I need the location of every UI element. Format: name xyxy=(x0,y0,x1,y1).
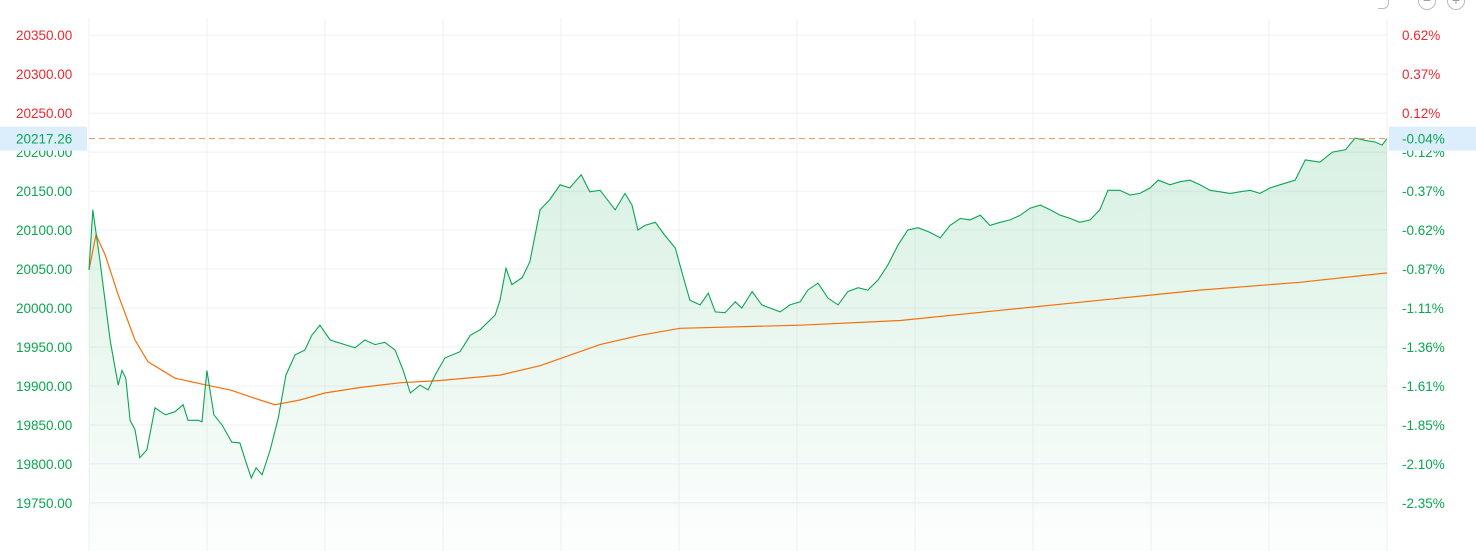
right-tick-label: -1.61% xyxy=(1402,379,1445,394)
reset-button[interactable] xyxy=(1378,0,1389,9)
left-tick-label: 20350.00 xyxy=(16,28,72,43)
left-tick-label: 20300.00 xyxy=(16,67,72,82)
current-pct-label-bg xyxy=(1389,126,1476,151)
right-percent-axis: 0.62%0.37%0.12%-0.12%-0.37%-0.62%-0.87%-… xyxy=(1402,28,1445,511)
minus-circle-icon: − xyxy=(1422,0,1432,8)
right-tick-label: -2.35% xyxy=(1402,496,1445,511)
right-tick-label: -1.11% xyxy=(1402,301,1444,316)
plus-circle-icon: + xyxy=(1451,0,1461,8)
right-tick-label: -0.37% xyxy=(1402,184,1445,199)
left-tick-label: 20050.00 xyxy=(16,262,72,277)
current-price-marker: 20217.26 -0.04% xyxy=(0,126,1476,151)
left-tick-label: 20000.00 xyxy=(16,301,72,316)
current-pct-label: -0.04% xyxy=(1402,132,1445,147)
right-tick-label: -1.36% xyxy=(1402,340,1445,355)
current-price-label-bg xyxy=(0,126,87,151)
right-tick-label: 0.62% xyxy=(1402,28,1440,43)
current-price-label: 20217.26 xyxy=(16,132,72,147)
left-tick-label: 20250.00 xyxy=(16,106,72,121)
left-tick-label: 20100.00 xyxy=(16,223,72,238)
left-tick-label: 19950.00 xyxy=(16,340,72,355)
right-tick-label: -1.85% xyxy=(1402,418,1445,433)
right-tick-label: -0.62% xyxy=(1402,223,1445,238)
right-tick-label: -2.10% xyxy=(1402,457,1445,472)
right-tick-label: 0.12% xyxy=(1402,106,1440,121)
left-tick-label: 19900.00 xyxy=(16,379,72,394)
right-tick-label: 0.37% xyxy=(1402,67,1440,82)
average-price-line xyxy=(88,232,1388,406)
left-price-axis: 20350.0020300.0020250.0020200.0020150.00… xyxy=(16,28,72,511)
left-tick-label: 19850.00 xyxy=(16,418,72,433)
price-area-fill xyxy=(89,138,1387,551)
left-tick-label: 19750.00 xyxy=(16,496,72,511)
left-tick-label: 20150.00 xyxy=(16,184,72,199)
price-line xyxy=(88,137,1388,480)
left-tick-label: 19800.00 xyxy=(16,457,72,472)
right-tick-label: -0.87% xyxy=(1402,262,1445,277)
